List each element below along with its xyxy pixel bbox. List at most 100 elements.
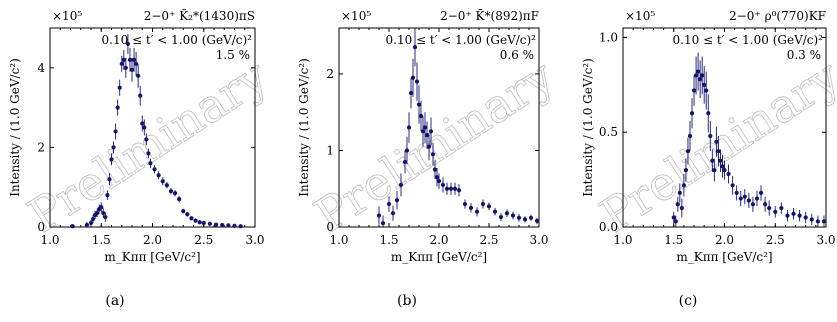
data-point (88, 220, 94, 226)
data-point (468, 205, 474, 210)
data-point (791, 211, 796, 216)
data-point (148, 161, 153, 166)
data-point (681, 183, 687, 188)
x-tick-label: 1.5 (379, 233, 398, 247)
percent-label: 1.5 % (216, 48, 250, 62)
data-point (136, 73, 141, 78)
x-tick-label: 1.0 (329, 233, 348, 247)
data-point (440, 182, 446, 188)
y-axis-label: Intensity / (1.0 GeV/c²) (297, 58, 311, 197)
data-point (402, 159, 408, 165)
data-point (107, 177, 112, 182)
data-point (207, 221, 212, 226)
data-point (160, 179, 165, 184)
data-point (380, 221, 386, 226)
data-point (113, 129, 118, 134)
data-point (164, 183, 169, 188)
data-point (704, 88, 709, 93)
data-point (127, 57, 133, 62)
y-axis-label: Intensity / (1.0 GeV/c²) (8, 58, 22, 197)
y-tick-label: 1.0 (599, 30, 618, 44)
data-point (742, 194, 747, 199)
tprime-label: 0.10 ≤ t′ < 1.00 (GeV/c)² (386, 33, 537, 47)
data-point (456, 188, 462, 193)
data-point (424, 133, 430, 138)
data-point (452, 186, 458, 191)
x-axis-label: m_Kππ [GeV/c²] (676, 250, 772, 264)
data-point (428, 129, 434, 134)
data-point (779, 205, 784, 211)
data-point (738, 196, 743, 201)
data-point (803, 215, 808, 220)
data-point (718, 158, 723, 163)
y-tick-label: 1 (326, 143, 334, 157)
data-point (115, 105, 120, 110)
data-point (193, 218, 198, 223)
data-point (432, 167, 438, 172)
data-point (677, 190, 682, 195)
data-point (376, 213, 382, 218)
data-point (394, 198, 400, 203)
data-point (109, 157, 114, 162)
data-point (406, 125, 412, 130)
data-point (821, 219, 827, 224)
x-tick-label: 2.5 (479, 233, 498, 247)
data-point (498, 214, 504, 220)
data-point (534, 218, 540, 223)
x-tick-label: 3.0 (816, 233, 835, 247)
y-scale-label: ×10⁵ (52, 9, 82, 23)
wave-label: 2−0⁺ K̄₂*(1430)πS (144, 8, 255, 23)
data-point (480, 201, 486, 207)
data-point (177, 197, 182, 202)
data-point (84, 222, 89, 228)
x-tick-label: 2.5 (766, 233, 785, 247)
data-point (763, 202, 768, 207)
x-axis-label: m_Kππ [GeV/c²] (104, 250, 200, 264)
data-point (696, 69, 701, 74)
data-point (712, 168, 717, 173)
data-point (448, 186, 454, 191)
data-point (815, 219, 820, 224)
x-tick-label: 1.0 (613, 233, 632, 247)
y-scale-label: ×10⁵ (341, 9, 371, 23)
data-point (773, 209, 778, 214)
data-point (197, 220, 202, 225)
data-point (750, 202, 756, 207)
data-point (516, 215, 522, 220)
wave-label: 2−0⁺ ρ⁰(770)KF (729, 9, 826, 23)
data-point (528, 215, 534, 220)
y-tick-label: 4 (37, 61, 45, 75)
data-point (414, 79, 420, 84)
data-point (125, 41, 130, 47)
data-point (716, 149, 721, 154)
data-point (691, 88, 697, 93)
y-tick-label: 0.0 (599, 220, 618, 234)
x-tick-label: 3.0 (245, 233, 264, 247)
x-tick-label: 3.0 (529, 233, 548, 247)
data-point (746, 198, 751, 203)
x-tick-label: 2.0 (429, 233, 448, 247)
data-point (70, 224, 75, 229)
data-point (123, 65, 128, 70)
data-point (671, 215, 676, 220)
data-point (238, 224, 243, 229)
data-point (522, 217, 528, 222)
data-point (698, 77, 703, 82)
data-point (730, 183, 735, 188)
data-point (754, 196, 760, 201)
data-point (418, 113, 424, 119)
y-scale-label: ×10⁵ (625, 9, 655, 23)
data-point (410, 75, 416, 80)
data-point (462, 201, 468, 207)
y-tick-label: 2 (326, 67, 334, 81)
data-point (436, 178, 442, 184)
data-point (156, 173, 161, 178)
data-point (422, 125, 428, 130)
data-point (809, 217, 814, 222)
x-tick-label: 1.0 (40, 233, 59, 247)
x-tick-label: 1.5 (92, 233, 111, 247)
percent-label: 0.6 % (500, 48, 534, 62)
data-point (685, 149, 691, 154)
watermark: Preliminary (305, 49, 563, 243)
data-point (420, 129, 426, 134)
